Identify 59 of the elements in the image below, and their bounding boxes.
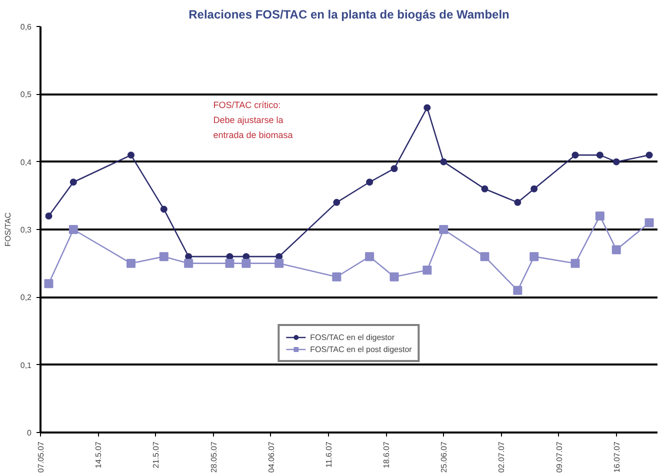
point [365,252,374,262]
x-tick-label: 04.06.07 [266,440,276,473]
legend-label: FOS/TAC en el post digestor [310,344,412,354]
point [159,252,168,262]
y-axis-title: FOS/TAC [3,212,12,247]
x-tick-label: 02.07.07 [497,440,506,473]
point [572,152,579,159]
point [480,252,490,262]
x-tick-label: 14.5.07 [94,440,104,468]
point [126,258,136,268]
point [440,158,448,166]
point [44,279,54,288]
point [422,266,432,275]
point [481,185,488,192]
annotation: FOS/TAC crítico: Debe ajustarse la entrada de biomasa [213,100,293,140]
x-tick-label: 28.05.07 [209,440,218,473]
point [45,212,52,220]
y-tick-label: 0,6 [20,22,32,32]
y-tick-label: 0,4 [20,158,32,167]
y-tick-label: 0 [27,428,32,438]
point [424,104,431,112]
point [242,258,251,268]
point [333,198,340,206]
point [612,158,620,166]
x-tick-label: 21.5.07 [152,440,161,468]
y-tick-label: 0,1 [20,360,32,370]
x-tick-label: 11.6.07 [324,440,334,468]
point [184,258,194,268]
x-tick-label: 18.6.07 [382,440,392,468]
point [514,198,522,206]
point [596,152,604,159]
y-tick-label: 0,5 [20,90,32,100]
point [644,218,654,228]
y-tick-label: 0,3 [20,226,32,234]
point [127,152,134,159]
y-tick-label: 0,2 [20,293,32,302]
point [70,178,77,186]
x-tick-label: 07.05.07 [36,440,46,473]
x-tick-label: 09.07.07 [554,440,564,473]
point [646,152,653,159]
point [366,178,374,186]
point [530,252,539,262]
point [274,258,284,268]
point [595,211,604,220]
legend-label: FOS/TAC en el digestor [310,332,394,342]
point [68,225,78,234]
point [530,185,538,192]
point [513,286,522,295]
point [332,272,342,282]
x-tick-label: 16.07.07 [612,440,622,473]
point [390,272,399,282]
point [439,225,448,234]
point [160,206,168,213]
point [612,245,621,254]
point [570,258,580,268]
x-tick-label: 25.06.07 [440,440,449,473]
point [225,258,234,268]
point [390,165,398,172]
chart-title: Relaciones FOS/TAC en la planta de biogás de Wambeln [188,8,510,22]
